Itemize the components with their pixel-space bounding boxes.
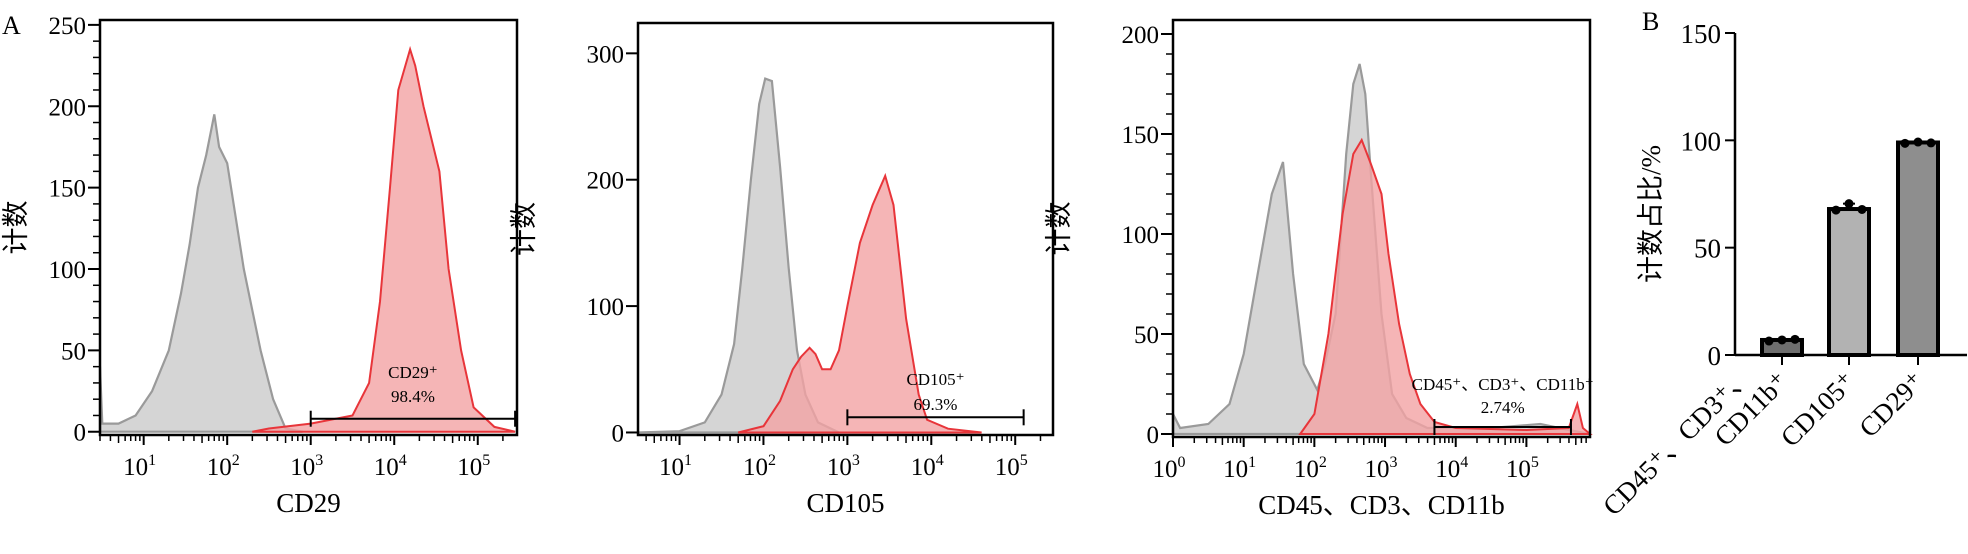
y-tick-label: 0 bbox=[1147, 422, 1160, 449]
bar-2 bbox=[1827, 207, 1871, 357]
x-category-label: CD29⁺ bbox=[1853, 366, 1930, 443]
panel-letter-b: B bbox=[1642, 7, 1659, 36]
gate-label: CD29⁺ bbox=[388, 363, 438, 382]
y-tick-label: 300 bbox=[587, 41, 625, 68]
control-histogram bbox=[98, 114, 303, 433]
data-point bbox=[1764, 336, 1774, 346]
x-tick-label: 104 bbox=[1435, 454, 1468, 483]
y-tick-label: 50 bbox=[1694, 234, 1721, 264]
sample-histogram bbox=[1298, 137, 1593, 435]
gate-label: CD105⁺ bbox=[906, 370, 964, 389]
x-axis-title: CD45、CD3、CD11b bbox=[1258, 490, 1505, 520]
y-tick-label: 150 bbox=[1122, 122, 1160, 149]
data-point bbox=[1913, 137, 1923, 147]
x-tick-label: 105 bbox=[1506, 454, 1539, 483]
y-tick-label: 100 bbox=[587, 294, 625, 321]
panel-letter-a: A bbox=[2, 11, 21, 40]
data-point bbox=[1844, 199, 1854, 209]
x-tick-label: 101 bbox=[659, 452, 692, 481]
x-axis-title: CD105 bbox=[806, 488, 884, 518]
x-axis-title: CD29 bbox=[276, 488, 341, 518]
plot-frame bbox=[98, 18, 519, 437]
data-point bbox=[1831, 205, 1841, 215]
data-point bbox=[1777, 335, 1787, 345]
plot-frame bbox=[636, 21, 1055, 437]
y-axis-title: 计数 bbox=[1, 201, 31, 255]
y-tick-label: 0 bbox=[1708, 341, 1722, 371]
x-tick-label: 102 bbox=[1294, 454, 1327, 483]
x-tick-label: 102 bbox=[207, 452, 240, 481]
y-tick-label: 50 bbox=[61, 338, 86, 365]
gate-label: CD45⁺、CD3⁺、CD11b⁺ bbox=[1412, 375, 1594, 394]
bar-chart: CD45⁺、CD3⁺、CD11b⁺CD105⁺CD29⁺050100150计数占… bbox=[1597, 19, 1967, 521]
histogram-panel-2: 0 100 200 300 101 102 103 104 105 CD105 计数 CD105⁺ 69… bbox=[509, 21, 1055, 518]
bar-3 bbox=[1896, 140, 1940, 357]
y-tick-label: 150 bbox=[49, 176, 87, 203]
y-tick-label: 50 bbox=[1134, 322, 1159, 349]
x-tick-label: 103 bbox=[1365, 454, 1398, 483]
y-tick-label: 150 bbox=[1681, 19, 1722, 49]
y-tick-label: 200 bbox=[1122, 22, 1160, 49]
x-tick-label: 104 bbox=[374, 452, 407, 481]
y-tick-label: 0 bbox=[74, 420, 87, 447]
data-point bbox=[1790, 334, 1800, 344]
data-point bbox=[1900, 138, 1910, 148]
y-tick-label: 0 bbox=[612, 420, 625, 447]
x-tick-label: 105 bbox=[995, 452, 1028, 481]
y-tick-label: 200 bbox=[587, 168, 625, 195]
gate-percent: 69.3% bbox=[914, 395, 958, 414]
y-axis-title: 计数 bbox=[509, 202, 539, 256]
gate-percent: 98.4% bbox=[391, 387, 435, 406]
sample-histogram bbox=[737, 172, 982, 434]
sample-histogram bbox=[252, 45, 516, 433]
x-tick-label: 102 bbox=[743, 452, 776, 481]
x-tick-label: 103 bbox=[290, 452, 323, 481]
x-tick-label: 104 bbox=[911, 452, 944, 481]
x-tick-label: 103 bbox=[827, 452, 860, 481]
y-tick-label: 200 bbox=[49, 94, 87, 121]
y-tick-label: 100 bbox=[1122, 222, 1160, 249]
histogram-panel-3: 0 50 100 150 200 100 101 102 103 104 105CD45、CD3、C… bbox=[1044, 18, 1594, 520]
y-tick-label: 100 bbox=[1681, 126, 1722, 156]
y-axis-title: 计数 bbox=[1044, 202, 1074, 256]
x-tick-label: 101 bbox=[123, 452, 156, 481]
x-category-label: CD105⁺ bbox=[1775, 366, 1861, 452]
data-point bbox=[1857, 204, 1867, 214]
x-tick-label: 101 bbox=[1223, 454, 1256, 483]
data-point bbox=[1926, 138, 1936, 148]
histogram-panel-1: 0 50 100 150 200 250 101 102 103 104 105 CD29 计数 CD29… bbox=[1, 13, 519, 518]
y-axis-title: 计数占比/% bbox=[1636, 145, 1666, 283]
x-tick-label: 105 bbox=[457, 452, 490, 481]
x-tick-label: 100 bbox=[1153, 454, 1186, 483]
y-tick-label: 250 bbox=[49, 13, 87, 40]
y-tick-label: 100 bbox=[49, 257, 87, 284]
gate-percent: 2.74% bbox=[1481, 398, 1525, 417]
